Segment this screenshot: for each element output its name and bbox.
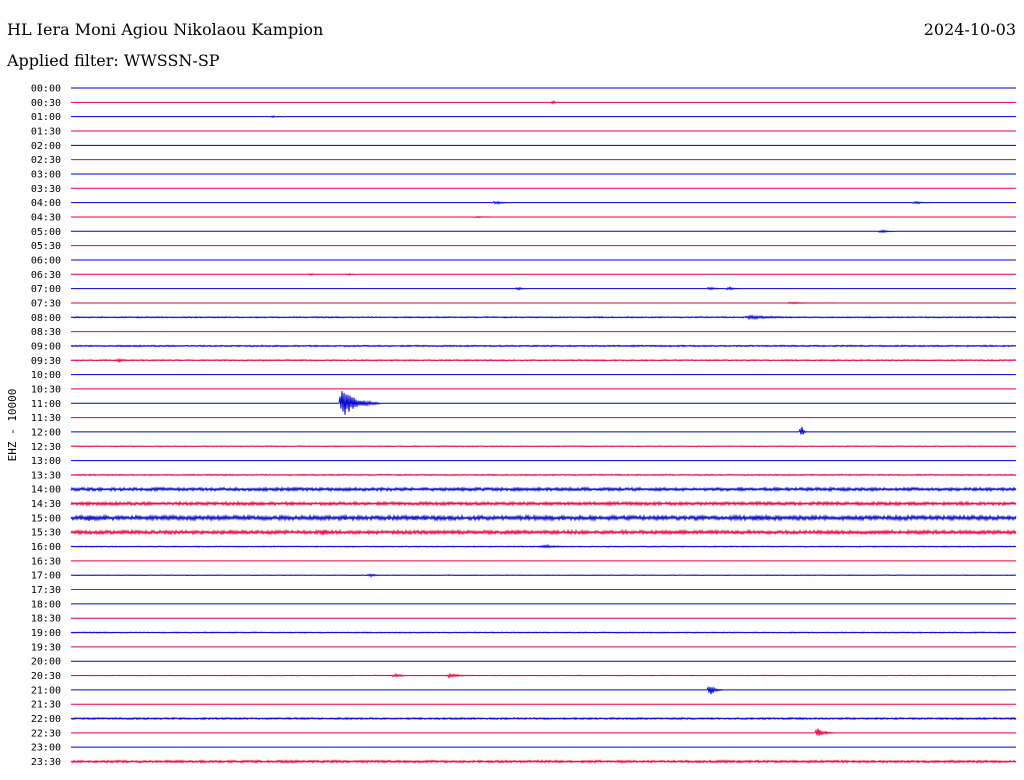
station-title: HL Iera Moni Agiou Nikolaou Kampion — [7, 20, 324, 39]
row-time-label: 08:00 — [31, 313, 61, 324]
trace-line — [71, 301, 1016, 305]
row-time-label: 12:30 — [31, 442, 61, 453]
y-axis-label: EHZ - 10000 — [6, 389, 19, 462]
row-time-label: 20:30 — [31, 671, 61, 682]
trace-line — [71, 215, 1016, 219]
row-time-label: 20:00 — [31, 657, 61, 668]
trace-line — [70, 528, 1017, 536]
row-time-label: 23:00 — [31, 743, 61, 754]
row-time-label: 02:00 — [31, 141, 61, 152]
row-time-label: 01:30 — [31, 126, 61, 137]
row-time-label: 17:00 — [31, 571, 61, 582]
row-time-label: 03:30 — [31, 184, 61, 195]
row-time-label: 14:00 — [31, 485, 61, 496]
row-time-label: 13:00 — [31, 456, 61, 467]
trace-line — [71, 273, 1016, 276]
row-time-label: 18:00 — [31, 599, 61, 610]
trace-line — [70, 716, 1017, 721]
trace-line — [71, 685, 1016, 695]
row-time-label: 02:30 — [31, 155, 61, 166]
row-time-label: 00:00 — [31, 84, 61, 95]
row-time-label: 03:00 — [31, 169, 61, 180]
trace-line — [71, 286, 1016, 291]
row-time-label: 06:30 — [31, 270, 61, 281]
filter-label: Applied filter: WWSSN-SP — [7, 51, 220, 70]
trace-line — [70, 513, 1017, 523]
row-time-label: 07:00 — [31, 284, 61, 295]
row-time-label: 04:30 — [31, 212, 61, 223]
row-time-label: 08:30 — [31, 327, 61, 338]
trace-rows: 00:00 00:30 01:00 01:30 02:00 02:30 03:00 03:30… — [31, 84, 1017, 768]
row-time-label: 14:30 — [31, 499, 61, 510]
row-time-label: 11:30 — [31, 413, 61, 424]
row-time-label: 00:30 — [31, 98, 61, 109]
trace-line — [71, 426, 1016, 435]
trace-line — [70, 543, 1017, 549]
row-time-label: 18:30 — [31, 614, 61, 625]
trace-line — [71, 728, 1016, 736]
trace-line — [70, 473, 1017, 477]
row-time-label: 22:30 — [31, 728, 61, 739]
row-time-label: 05:00 — [31, 227, 61, 238]
row-time-label: 16:30 — [31, 556, 61, 567]
row-time-label: 09:00 — [31, 341, 61, 352]
row-time-label: 12:00 — [31, 427, 61, 438]
row-time-label: 17:30 — [31, 585, 61, 596]
row-time-label: 04:00 — [31, 198, 61, 209]
trace-line — [70, 573, 1017, 578]
row-time-label: 05:30 — [31, 241, 61, 252]
trace-line — [70, 672, 1017, 679]
trace-line — [70, 357, 1017, 364]
row-time-label: 01:00 — [31, 112, 61, 123]
trace-line — [71, 391, 1016, 415]
trace-line — [70, 344, 1017, 348]
row-time-label: 07:30 — [31, 298, 61, 309]
row-time-label: 19:00 — [31, 628, 61, 639]
row-time-label: 23:30 — [31, 757, 61, 768]
date-label: 2024-10-03 — [923, 20, 1016, 39]
row-time-label: 19:30 — [31, 642, 61, 653]
trace-line — [70, 500, 1017, 507]
row-time-label: 10:30 — [31, 384, 61, 395]
row-time-label: 09:30 — [31, 356, 61, 367]
trace-line — [70, 445, 1017, 448]
row-time-label: 21:30 — [31, 700, 61, 711]
trace-line — [70, 486, 1017, 493]
trace-line — [71, 115, 1016, 119]
row-time-label: 10:00 — [31, 370, 61, 381]
trace-line — [70, 314, 1017, 321]
row-time-label: 13:30 — [31, 470, 61, 481]
row-time-label: 22:00 — [31, 714, 61, 725]
trace-line — [71, 200, 1016, 205]
trace-line — [71, 100, 1016, 105]
row-time-label: 15:00 — [31, 513, 61, 524]
trace-line — [70, 631, 1017, 634]
row-time-label: 21:00 — [31, 685, 61, 696]
trace-line — [71, 229, 1016, 234]
row-time-label: 16:00 — [31, 542, 61, 553]
row-time-label: 11:00 — [31, 399, 61, 410]
trace-line — [70, 759, 1017, 764]
row-time-label: 06:00 — [31, 255, 61, 266]
row-time-label: 15:30 — [31, 528, 61, 539]
